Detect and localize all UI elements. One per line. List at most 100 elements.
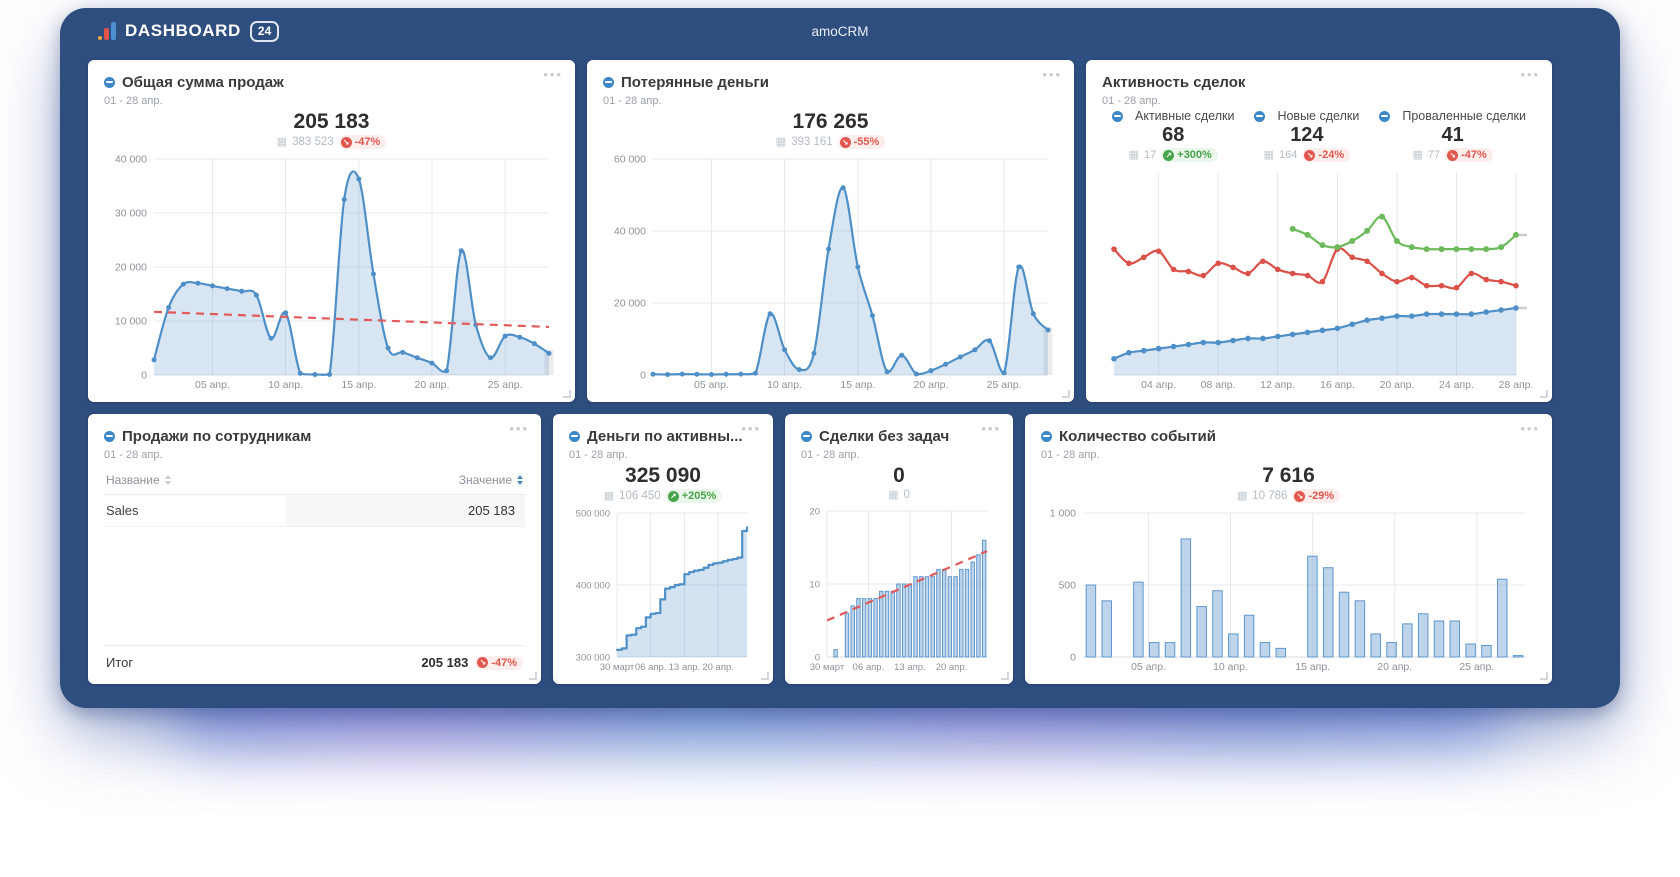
svg-text:30 000: 30 000	[115, 208, 147, 220]
resize-handle-icon[interactable]	[1062, 390, 1070, 398]
resize-handle-icon[interactable]	[1540, 390, 1548, 398]
logo-bars-icon	[98, 22, 116, 40]
previous-value: 383 523	[292, 136, 334, 149]
svg-text:0: 0	[1070, 652, 1076, 664]
delta-badge: -47%	[338, 135, 387, 150]
deal-activity-chart: 04 апр. 08 апр. 12 апр. 16 апр. 20 апр. 24 ап…	[1102, 166, 1536, 392]
events-count-chart: 0 500 1 000 05 апр. 10 апр. 15 апр. 20 апр. 25 …	[1041, 507, 1536, 674]
widget-title: Сделки без задач	[819, 427, 950, 445]
calendar-icon: ▦	[1263, 148, 1275, 161]
previous-value: 17	[1144, 149, 1157, 161]
widget-title: Продажи по сотрудникам	[122, 427, 312, 445]
previous-value: 77	[1427, 149, 1441, 161]
metric-value: 176 265	[792, 110, 869, 133]
widget-menu-icon[interactable]: •••	[1042, 67, 1062, 82]
table-row[interactable]: Sales 205 183	[104, 495, 525, 527]
widget-events-count: ••• Количество событий 01 - 28 апр. 7 61…	[1025, 414, 1552, 684]
svg-text:28 апр.: 28 апр.	[1499, 379, 1534, 391]
widget-menu-icon[interactable]: •••	[509, 421, 529, 436]
delta-badge: -29%	[1292, 489, 1341, 504]
trend-down-icon	[839, 136, 851, 148]
widget-menu-icon[interactable]: •••	[741, 421, 761, 436]
trend-down-icon	[1304, 149, 1316, 161]
metric-active-deals: Активные сделки 68 ▦ 17 +300%	[1112, 109, 1234, 162]
sort-icon	[517, 475, 523, 485]
svg-text:24 апр.: 24 апр.	[1439, 379, 1474, 391]
delta-badge: -47%	[475, 655, 523, 670]
metric-dot-icon	[104, 430, 115, 442]
svg-text:10 апр.: 10 апр.	[268, 379, 303, 391]
svg-text:0: 0	[640, 370, 646, 382]
svg-text:04 апр.: 04 апр.	[1141, 379, 1176, 391]
period-label: 01 - 28 апр.	[1102, 95, 1161, 107]
previous-value: 0	[903, 489, 910, 502]
svg-text:20 апр.: 20 апр.	[415, 379, 450, 391]
svg-text:20 апр.: 20 апр.	[702, 662, 734, 673]
metric-value: 325 090	[625, 464, 701, 487]
svg-text:25 апр.: 25 апр.	[987, 379, 1022, 391]
svg-text:16 апр.: 16 апр.	[1320, 379, 1355, 391]
svg-text:10 апр.: 10 апр.	[767, 379, 802, 391]
widget-deal-activity: ••• Активность сделок 01 - 28 апр. Актив…	[1086, 60, 1552, 402]
metric-block: 325 090 ▦ 106 450 +205%	[569, 463, 757, 504]
calendar-icon: ▦	[888, 488, 899, 501]
column-header-value[interactable]: Значение	[459, 473, 523, 487]
svg-text:12 апр.: 12 апр.	[1260, 379, 1295, 391]
widget-sales-by-employee: ••• Продажи по сотрудникам 01 - 28 апр. …	[88, 414, 541, 684]
resize-handle-icon[interactable]	[563, 390, 571, 398]
svg-text:10 000: 10 000	[115, 316, 147, 328]
metric-value: 205 183	[293, 110, 370, 133]
metric-dot-icon	[1112, 110, 1123, 122]
widget-title: Общая сумма продаж	[122, 73, 284, 91]
widget-menu-icon[interactable]: •••	[1520, 67, 1540, 82]
svg-text:500 000: 500 000	[576, 509, 610, 520]
footer-value: 205 183	[421, 655, 469, 670]
delta-badge: +205%	[665, 489, 723, 504]
widget-menu-icon[interactable]: •••	[543, 67, 563, 82]
svg-text:60 000: 60 000	[614, 154, 646, 166]
metric-block: 176 265 ▦ 393 161 -55%	[603, 109, 1058, 150]
row-name: Sales	[106, 503, 139, 518]
previous-value: 10 786	[1252, 490, 1288, 503]
widget-title: Активность сделок	[1102, 73, 1246, 91]
metric-dot-icon	[104, 76, 115, 88]
metric-block: 0 ▦ 0	[801, 463, 997, 501]
svg-text:10: 10	[809, 580, 820, 591]
widgets-grid: ••• Общая сумма продаж 01 - 28 апр. 205 …	[88, 60, 1552, 696]
svg-text:20 000: 20 000	[614, 298, 646, 310]
svg-text:25 апр.: 25 апр.	[488, 379, 523, 391]
svg-text:0: 0	[815, 653, 820, 664]
calendar-icon: ▦	[775, 135, 787, 148]
svg-text:06 апр.: 06 апр.	[853, 662, 885, 673]
svg-text:30 март: 30 март	[810, 662, 845, 673]
svg-text:30 март: 30 март	[600, 662, 635, 673]
total-sales-chart: 0 10 000 20 000 30 000 40 000 05 апр. 10 апр. 1…	[104, 153, 559, 392]
trend-up-icon	[1163, 149, 1175, 161]
metric-new-deals: Новые сделки 124 ▦ 164 -24%	[1254, 109, 1359, 162]
svg-text:40 000: 40 000	[115, 154, 147, 166]
resize-handle-icon[interactable]	[761, 672, 769, 680]
calendar-icon: ▦	[603, 489, 615, 502]
svg-text:10 апр.: 10 апр.	[1213, 661, 1248, 673]
svg-text:1 000: 1 000	[1050, 508, 1076, 520]
period-label: 01 - 28 апр.	[569, 449, 628, 461]
resize-handle-icon[interactable]	[1001, 672, 1009, 680]
money-by-active-chart: 300 000 400 000 500 000 30 март 06 апр. 13 ап…	[569, 507, 757, 674]
delta-badge: -55%	[837, 135, 886, 150]
widget-menu-icon[interactable]: •••	[1520, 421, 1540, 436]
previous-value: 106 450	[619, 490, 661, 503]
resize-handle-icon[interactable]	[529, 672, 537, 680]
metric-value: 0	[893, 464, 905, 487]
svg-text:05 апр.: 05 апр.	[195, 379, 230, 391]
resize-handle-icon[interactable]	[1540, 672, 1548, 680]
metric-dot-icon	[1379, 110, 1391, 122]
column-header-name[interactable]: Название	[106, 473, 171, 487]
delta-badge: +300%	[1161, 148, 1218, 162]
table-footer: Итог 205 183 -47%	[104, 645, 525, 674]
app-logo[interactable]: DASHBOARD 24	[98, 20, 280, 42]
widget-deals-no-tasks: ••• Сделки без задач 01 - 28 апр. 0 ▦ 0 …	[785, 414, 1013, 684]
svg-text:25 апр.: 25 апр.	[1459, 661, 1494, 673]
svg-text:15 апр.: 15 апр.	[341, 379, 376, 391]
delta-badge: -47%	[1445, 148, 1493, 162]
widget-menu-icon[interactable]: •••	[981, 421, 1001, 436]
